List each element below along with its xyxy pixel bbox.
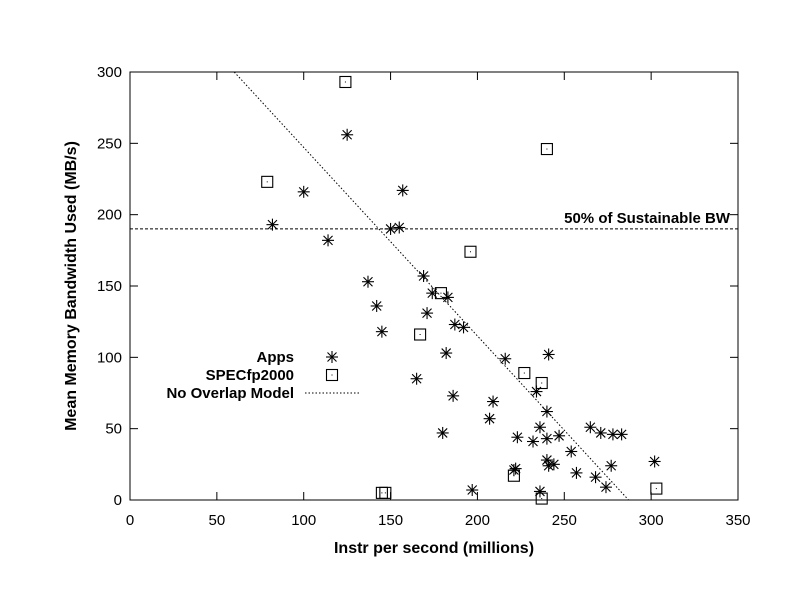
apps-point bbox=[533, 485, 546, 498]
x-tick-label: 300 bbox=[639, 512, 664, 529]
specfp2000-point bbox=[650, 482, 663, 495]
apps-point bbox=[565, 445, 578, 458]
apps-point bbox=[542, 459, 555, 472]
apps-point bbox=[605, 459, 618, 472]
specfp2000-points bbox=[261, 75, 663, 505]
x-tick-label: 150 bbox=[378, 512, 403, 529]
apps-point bbox=[297, 185, 310, 198]
apps-point bbox=[448, 318, 461, 331]
apps-point bbox=[440, 347, 453, 360]
legend: Apps SPECfp2000 No Overlap Model bbox=[166, 349, 360, 402]
apps-point bbox=[396, 184, 409, 197]
x-axis-label: Instr per second (millions) bbox=[334, 540, 534, 557]
apps-point bbox=[553, 429, 566, 442]
apps-point bbox=[615, 428, 628, 441]
apps-point bbox=[466, 484, 479, 497]
apps-point bbox=[421, 307, 434, 320]
y-tick-label: 0 bbox=[114, 492, 122, 509]
x-tick-label: 0 bbox=[126, 512, 134, 529]
specfp2000-point bbox=[464, 245, 477, 258]
y-tick-label: 250 bbox=[97, 135, 122, 152]
specfp2000-point bbox=[414, 328, 427, 341]
legend-label-apps: Apps bbox=[257, 349, 295, 366]
apps-point bbox=[487, 395, 500, 408]
apps-point bbox=[589, 471, 602, 484]
legend-asterisk bbox=[326, 351, 338, 363]
apps-point bbox=[540, 405, 553, 418]
apps-point bbox=[361, 275, 374, 288]
no-overlap-model-line bbox=[233, 71, 629, 501]
x-tick-label: 350 bbox=[725, 512, 750, 529]
reference-line-label: 50% of Sustainable BW bbox=[564, 210, 731, 227]
y-tick-label: 50 bbox=[105, 421, 122, 438]
legend-label-specfp2000: SPECfp2000 bbox=[206, 367, 294, 384]
apps-point bbox=[426, 287, 439, 300]
model-line-layer bbox=[233, 71, 629, 501]
apps-point bbox=[606, 428, 619, 441]
apps-points bbox=[266, 128, 661, 498]
apps-point bbox=[594, 426, 607, 439]
specfp2000-point bbox=[535, 492, 548, 505]
apps-point bbox=[570, 466, 583, 479]
legend-square bbox=[325, 368, 339, 382]
x-tick-label: 50 bbox=[209, 512, 226, 529]
specfp2000-point bbox=[518, 366, 531, 380]
legend-marker-specfp2000 bbox=[325, 368, 339, 382]
apps-point bbox=[410, 372, 423, 385]
specfp2000-point bbox=[261, 175, 274, 188]
apps-point bbox=[266, 218, 279, 231]
y-tick-label: 100 bbox=[97, 349, 122, 366]
apps-point bbox=[527, 435, 540, 448]
apps-point bbox=[584, 421, 597, 434]
x-tick-label: 200 bbox=[465, 512, 490, 529]
apps-point bbox=[499, 352, 512, 365]
apps-point bbox=[530, 385, 543, 398]
specfp2000-point bbox=[535, 376, 548, 390]
apps-point bbox=[417, 270, 430, 283]
legend-label-no-overlap-model: No Overlap Model bbox=[166, 385, 294, 402]
apps-point bbox=[375, 325, 388, 338]
apps-point bbox=[322, 234, 335, 247]
apps-point bbox=[483, 412, 496, 425]
specfp2000-point bbox=[540, 142, 553, 156]
apps-point bbox=[542, 348, 555, 361]
x-tick-label: 100 bbox=[291, 512, 316, 529]
specfp2000-point bbox=[379, 486, 392, 499]
apps-point bbox=[384, 222, 397, 235]
apps-point bbox=[393, 221, 406, 234]
apps-point bbox=[457, 321, 470, 334]
apps-point bbox=[341, 128, 354, 141]
apps-point bbox=[441, 291, 454, 304]
x-tick-label: 250 bbox=[552, 512, 577, 529]
specfp2000-point bbox=[434, 287, 447, 300]
y-axis-label: Mean Memory Bandwidth Used (MB/s) bbox=[63, 141, 80, 431]
apps-point bbox=[511, 431, 524, 444]
y-tick-label: 200 bbox=[97, 207, 122, 224]
apps-point bbox=[370, 299, 383, 312]
apps-point bbox=[648, 455, 661, 468]
specfp2000-point bbox=[339, 75, 352, 89]
y-tick-label: 150 bbox=[97, 278, 122, 295]
apps-point bbox=[436, 426, 449, 439]
apps-point bbox=[533, 421, 546, 434]
apps-point bbox=[599, 481, 612, 494]
y-axis-ticks: 0 50 100 150 200 250 300 bbox=[97, 64, 738, 509]
legend-marker-apps bbox=[326, 351, 338, 363]
apps-point bbox=[447, 389, 460, 402]
y-tick-label: 300 bbox=[97, 64, 122, 81]
x-axis-ticks: 0 50 100 150 200 250 300 350 bbox=[126, 72, 751, 529]
apps-point bbox=[540, 432, 553, 445]
specfp2000-point bbox=[507, 469, 520, 482]
